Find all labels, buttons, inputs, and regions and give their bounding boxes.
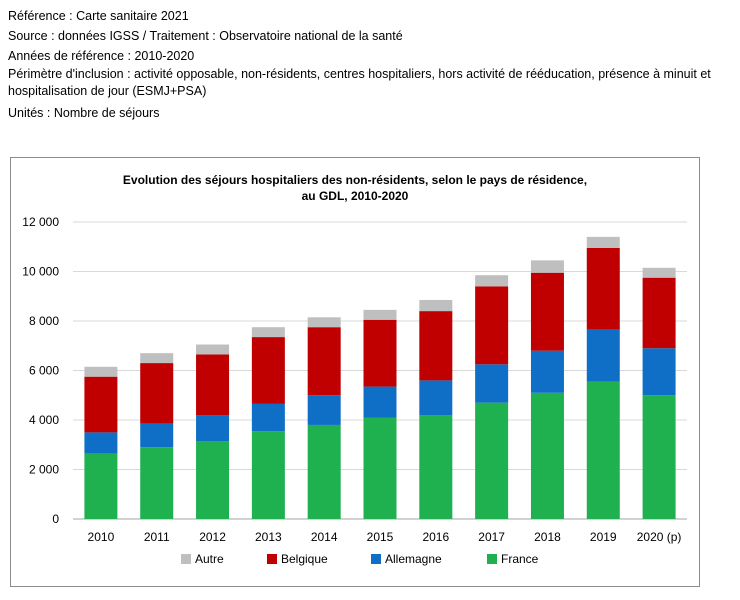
bar-france <box>196 441 230 519</box>
bar-france <box>586 381 620 519</box>
bar-autre <box>363 309 397 320</box>
legend-swatch <box>371 554 381 564</box>
y-tick-label: 8 000 <box>29 314 59 328</box>
source-text: Source : données IGSS / Traitement : Obs… <box>8 29 403 43</box>
bar-autre <box>642 267 676 278</box>
bar-allemagne <box>307 395 341 425</box>
chart-title-line-1: Evolution des séjours hospitaliers des n… <box>122 173 588 187</box>
bar-belgique <box>642 277 676 349</box>
units-text: Unités : Nombre de séjours <box>8 106 160 120</box>
chart-title-line-2: au GDL, 2010-2020 <box>301 189 409 203</box>
x-tick-label: 2016 <box>422 530 449 544</box>
bar-belgique <box>84 376 118 433</box>
bar-france <box>307 424 341 519</box>
bar-allemagne <box>196 415 230 442</box>
legend-label: Allemagne <box>385 552 442 566</box>
x-tick-label: 2014 <box>311 530 338 544</box>
stacked-bar-chart: 0 2 000 4 000 6 000 8 000 10 000 12 000 2010 201… <box>22 215 687 566</box>
legend-swatch <box>267 554 277 564</box>
bar-autre <box>196 344 230 355</box>
bar-allemagne <box>419 380 453 416</box>
bar-autre <box>586 236 620 248</box>
bar-autre <box>530 260 564 273</box>
bar-allemagne <box>363 386 397 418</box>
legend-label: Autre <box>195 552 224 566</box>
bar-autre <box>251 327 285 338</box>
bar-belgique <box>251 337 285 404</box>
y-tick-label: 2 000 <box>29 463 59 477</box>
bar-france <box>140 447 174 519</box>
bar-autre <box>419 299 453 312</box>
bar-allemagne <box>140 423 174 448</box>
y-tick-label: 4 000 <box>29 413 59 427</box>
bar-autre <box>475 275 509 287</box>
bar-belgique <box>196 354 230 416</box>
bar-autre <box>84 366 118 377</box>
bar-allemagne <box>642 348 676 396</box>
y-tick-label: 10 000 <box>22 265 59 279</box>
metadata-block: Référence : Carte sanitaire 2021 Source … <box>8 6 734 123</box>
x-tick-label: 2010 <box>88 530 115 544</box>
bar-france <box>251 431 285 519</box>
bar-france <box>419 415 453 519</box>
bar-allemagne <box>586 329 620 382</box>
legend-swatch <box>487 554 497 564</box>
bar-belgique <box>307 327 341 396</box>
x-tick-label: 2020 (p) <box>637 530 682 544</box>
bar-france <box>84 453 118 519</box>
bar-belgique <box>530 272 564 351</box>
chart-container: Evolution des séjours hospitaliers des n… <box>10 157 700 587</box>
y-tick-label: 0 <box>52 512 59 526</box>
bar-france <box>530 392 564 519</box>
legend-label: Belgique <box>281 552 328 566</box>
bar-allemagne <box>530 350 564 393</box>
legend-label: France <box>501 552 539 566</box>
years-text: Années de référence : 2010-2020 <box>8 49 195 63</box>
y-tick-label: 6 000 <box>29 364 59 378</box>
bar-belgique <box>140 363 174 424</box>
bar-allemagne <box>251 403 285 432</box>
chart-title: Evolution des séjours hospitaliers des n… <box>11 172 699 204</box>
bar-france <box>642 395 676 519</box>
bar-belgique <box>419 311 453 381</box>
bar-allemagne <box>475 364 509 403</box>
bar-france <box>363 417 397 519</box>
bar-belgique <box>363 319 397 387</box>
x-tick-label: 2012 <box>199 530 226 544</box>
x-tick-label: 2015 <box>367 530 394 544</box>
perimeter-text: Périmètre d'inclusion : activité opposab… <box>8 67 711 98</box>
x-tick-label: 2017 <box>478 530 505 544</box>
bar-allemagne <box>84 432 118 454</box>
bar-autre <box>140 353 174 364</box>
bar-autre <box>307 317 341 328</box>
reference-text: Référence : Carte sanitaire 2021 <box>8 9 189 23</box>
x-tick-label: 2018 <box>534 530 561 544</box>
bar-france <box>475 402 509 519</box>
legend-swatch <box>181 554 191 564</box>
bar-belgique <box>475 286 509 365</box>
y-tick-label: 12 000 <box>22 215 59 229</box>
x-tick-label: 2013 <box>255 530 282 544</box>
x-tick-label: 2011 <box>144 530 170 544</box>
x-tick-label: 2019 <box>590 530 617 544</box>
bar-belgique <box>586 247 620 330</box>
